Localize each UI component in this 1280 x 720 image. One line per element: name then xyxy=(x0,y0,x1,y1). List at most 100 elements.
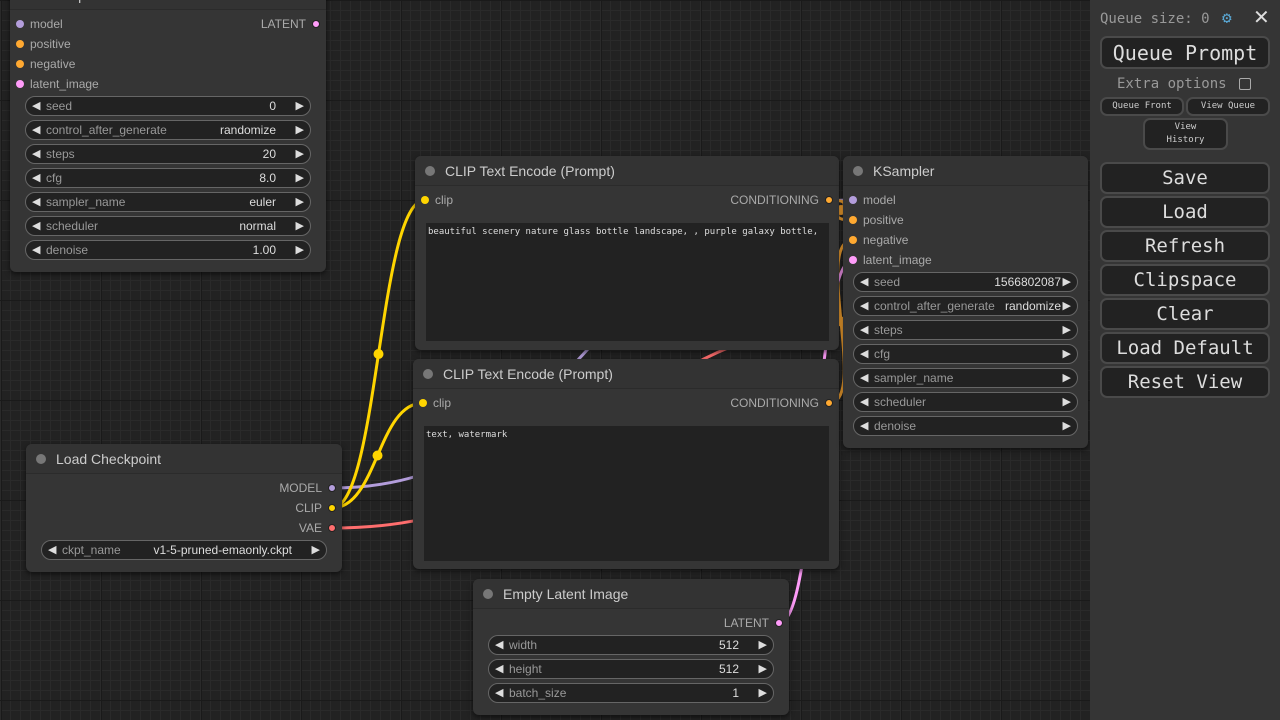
input-dot-icon[interactable] xyxy=(849,196,857,204)
gear-icon[interactable]: ⚙ xyxy=(1222,8,1232,27)
widget-width[interactable]: ◀ width 512 ▶ xyxy=(488,635,774,655)
widget-cfg[interactable]: ◀ cfg ▶ xyxy=(853,344,1078,364)
collapse-dot-icon[interactable] xyxy=(36,453,46,464)
input-slot-latent_image[interactable]: latent_image xyxy=(16,74,99,94)
refresh-button[interactable]: Refresh xyxy=(1100,230,1270,262)
output-dot-icon[interactable] xyxy=(328,524,336,532)
arrow-right-icon[interactable]: ▶ xyxy=(295,100,304,112)
output-slot-clip[interactable]: CLIP xyxy=(295,498,336,518)
load-default-button[interactable]: Load Default xyxy=(1100,332,1270,364)
arrow-left-icon[interactable]: ◀ xyxy=(32,172,41,184)
input-dot-icon[interactable] xyxy=(16,80,24,88)
queue-front-button[interactable]: Queue Front xyxy=(1100,97,1184,116)
output-slot-latent[interactable]: LATENT xyxy=(724,613,783,633)
widget-ckpt-name[interactable]: ◀ ckpt_name v1-5-pruned-emaonly.ckpt ▶ xyxy=(41,540,327,560)
arrow-right-icon[interactable]: ▶ xyxy=(758,687,767,699)
output-dot-icon[interactable] xyxy=(328,504,336,512)
node-empty-latent[interactable]: Empty Latent Image LATENT ◀ width 512 ▶ ◀ heigh… xyxy=(473,579,789,715)
save-button[interactable]: Save xyxy=(1100,162,1270,194)
input-slot-clip[interactable]: clip xyxy=(421,190,453,210)
arrow-left-icon[interactable]: ◀ xyxy=(32,124,41,136)
arrow-right-icon[interactable]: ▶ xyxy=(295,172,304,184)
node-title-bar[interactable]: Empty Latent Image xyxy=(473,579,789,609)
node-title-bar[interactable]: KSampler xyxy=(843,156,1088,186)
output-dot-icon[interactable] xyxy=(825,196,833,204)
output-slot-vae[interactable]: VAE xyxy=(299,518,336,538)
output-dot-icon[interactable] xyxy=(775,619,783,627)
arrow-left-icon[interactable]: ◀ xyxy=(860,372,869,384)
input-dot-icon[interactable] xyxy=(16,20,24,28)
arrow-right-icon[interactable]: ▶ xyxy=(295,148,304,160)
input-dot-icon[interactable] xyxy=(849,236,857,244)
widget-cfg[interactable]: ◀ cfg 8.0 ▶ xyxy=(25,168,311,188)
node-ksampler-right[interactable]: KSampler model positive negative latent_imag… xyxy=(843,156,1088,448)
input-slot-model[interactable]: model xyxy=(849,190,896,210)
arrow-left-icon[interactable]: ◀ xyxy=(32,244,41,256)
view-history-button[interactable]: View History xyxy=(1143,118,1228,150)
arrow-left-icon[interactable]: ◀ xyxy=(32,148,41,160)
widget-denoise[interactable]: ◀ denoise ▶ xyxy=(853,416,1078,436)
node-load-ckpt[interactable]: Load Checkpoint MODEL CLIP VAE ◀ ckpt_name v1-… xyxy=(26,444,342,572)
widget-control-after-generate[interactable]: ◀ control_after_generate randomize ▶ xyxy=(853,296,1078,316)
arrow-right-icon[interactable]: ▶ xyxy=(758,663,767,675)
arrow-right-icon[interactable]: ▶ xyxy=(295,196,304,208)
widget-steps[interactable]: ◀ steps 20 ▶ xyxy=(25,144,311,164)
input-slot-negative[interactable]: negative xyxy=(849,230,908,250)
clipspace-button[interactable]: Clipspace xyxy=(1100,264,1270,296)
node-title-bar[interactable]: KSampler xyxy=(10,0,326,10)
arrow-left-icon[interactable]: ◀ xyxy=(860,324,869,336)
input-dot-icon[interactable] xyxy=(16,40,24,48)
collapse-dot-icon[interactable] xyxy=(483,588,493,599)
output-dot-icon[interactable] xyxy=(312,20,320,28)
arrow-right-icon[interactable]: ▶ xyxy=(758,639,767,651)
close-icon[interactable]: ✕ xyxy=(1253,5,1270,29)
arrow-left-icon[interactable]: ◀ xyxy=(495,639,504,651)
widget-denoise[interactable]: ◀ denoise 1.00 ▶ xyxy=(25,240,311,260)
view-queue-button[interactable]: View Queue xyxy=(1186,97,1270,116)
arrow-left-icon[interactable]: ◀ xyxy=(32,220,41,232)
link-midpoint-icon[interactable] xyxy=(372,450,383,461)
arrow-right-icon[interactable]: ▶ xyxy=(1062,324,1071,336)
arrow-right-icon[interactable]: ▶ xyxy=(1062,396,1071,408)
input-dot-icon[interactable] xyxy=(419,399,427,407)
arrow-right-icon[interactable]: ▶ xyxy=(295,220,304,232)
input-dot-icon[interactable] xyxy=(16,60,24,68)
widget-control-after-generate[interactable]: ◀ control_after_generate randomize ▶ xyxy=(25,120,311,140)
widget-seed[interactable]: ◀ seed 0 ▶ xyxy=(25,96,311,116)
output-slot-latent[interactable]: LATENT xyxy=(261,14,320,34)
output-slot-conditioning[interactable]: CONDITIONING xyxy=(730,190,833,210)
node-title-bar[interactable]: CLIP Text Encode (Prompt) xyxy=(415,156,839,186)
load-button[interactable]: Load xyxy=(1100,196,1270,228)
input-slot-model[interactable]: model xyxy=(16,14,63,34)
widget-sampler-name[interactable]: ◀ sampler_name euler ▶ xyxy=(25,192,311,212)
widget-sampler-name[interactable]: ◀ sampler_name ▶ xyxy=(853,368,1078,388)
widget-height[interactable]: ◀ height 512 ▶ xyxy=(488,659,774,679)
node-clip-pos[interactable]: CLIP Text Encode (Prompt) clip CONDITIONIN… xyxy=(415,156,839,350)
arrow-right-icon[interactable]: ▶ xyxy=(1062,276,1071,288)
link-midpoint-icon[interactable] xyxy=(373,349,384,359)
widget-seed[interactable]: ◀ seed 1566802087 ▶ xyxy=(853,272,1078,292)
arrow-right-icon[interactable]: ▶ xyxy=(1062,372,1071,384)
arrow-left-icon[interactable]: ◀ xyxy=(860,300,869,312)
clear-button[interactable]: Clear xyxy=(1100,298,1270,330)
input-slot-negative[interactable]: negative xyxy=(16,54,75,74)
arrow-left-icon[interactable]: ◀ xyxy=(495,663,504,675)
arrow-left-icon[interactable]: ◀ xyxy=(32,100,41,112)
input-dot-icon[interactable] xyxy=(421,196,429,204)
node-clip-neg[interactable]: CLIP Text Encode (Prompt) clip CONDITIONIN… xyxy=(413,359,839,569)
arrow-right-icon[interactable]: ▶ xyxy=(295,244,304,256)
widget-scheduler[interactable]: ◀ scheduler normal ▶ xyxy=(25,216,311,236)
collapse-dot-icon[interactable] xyxy=(853,165,863,176)
arrow-left-icon[interactable]: ◀ xyxy=(32,196,41,208)
input-slot-latent_image[interactable]: latent_image xyxy=(849,250,932,270)
extra-options-checkbox[interactable] xyxy=(1239,78,1251,90)
node-ksampler-left[interactable]: KSampler model positive negative latent_imag… xyxy=(10,0,326,272)
output-dot-icon[interactable] xyxy=(328,484,336,492)
widget-scheduler[interactable]: ◀ scheduler ▶ xyxy=(853,392,1078,412)
input-slot-positive[interactable]: positive xyxy=(849,210,904,230)
arrow-left-icon[interactable]: ◀ xyxy=(495,687,504,699)
arrow-left-icon[interactable]: ◀ xyxy=(860,420,869,432)
reset-view-button[interactable]: Reset View xyxy=(1100,366,1270,398)
prompt-textarea[interactable]: text, watermark xyxy=(424,426,829,561)
arrow-right-icon[interactable]: ▶ xyxy=(311,544,320,556)
